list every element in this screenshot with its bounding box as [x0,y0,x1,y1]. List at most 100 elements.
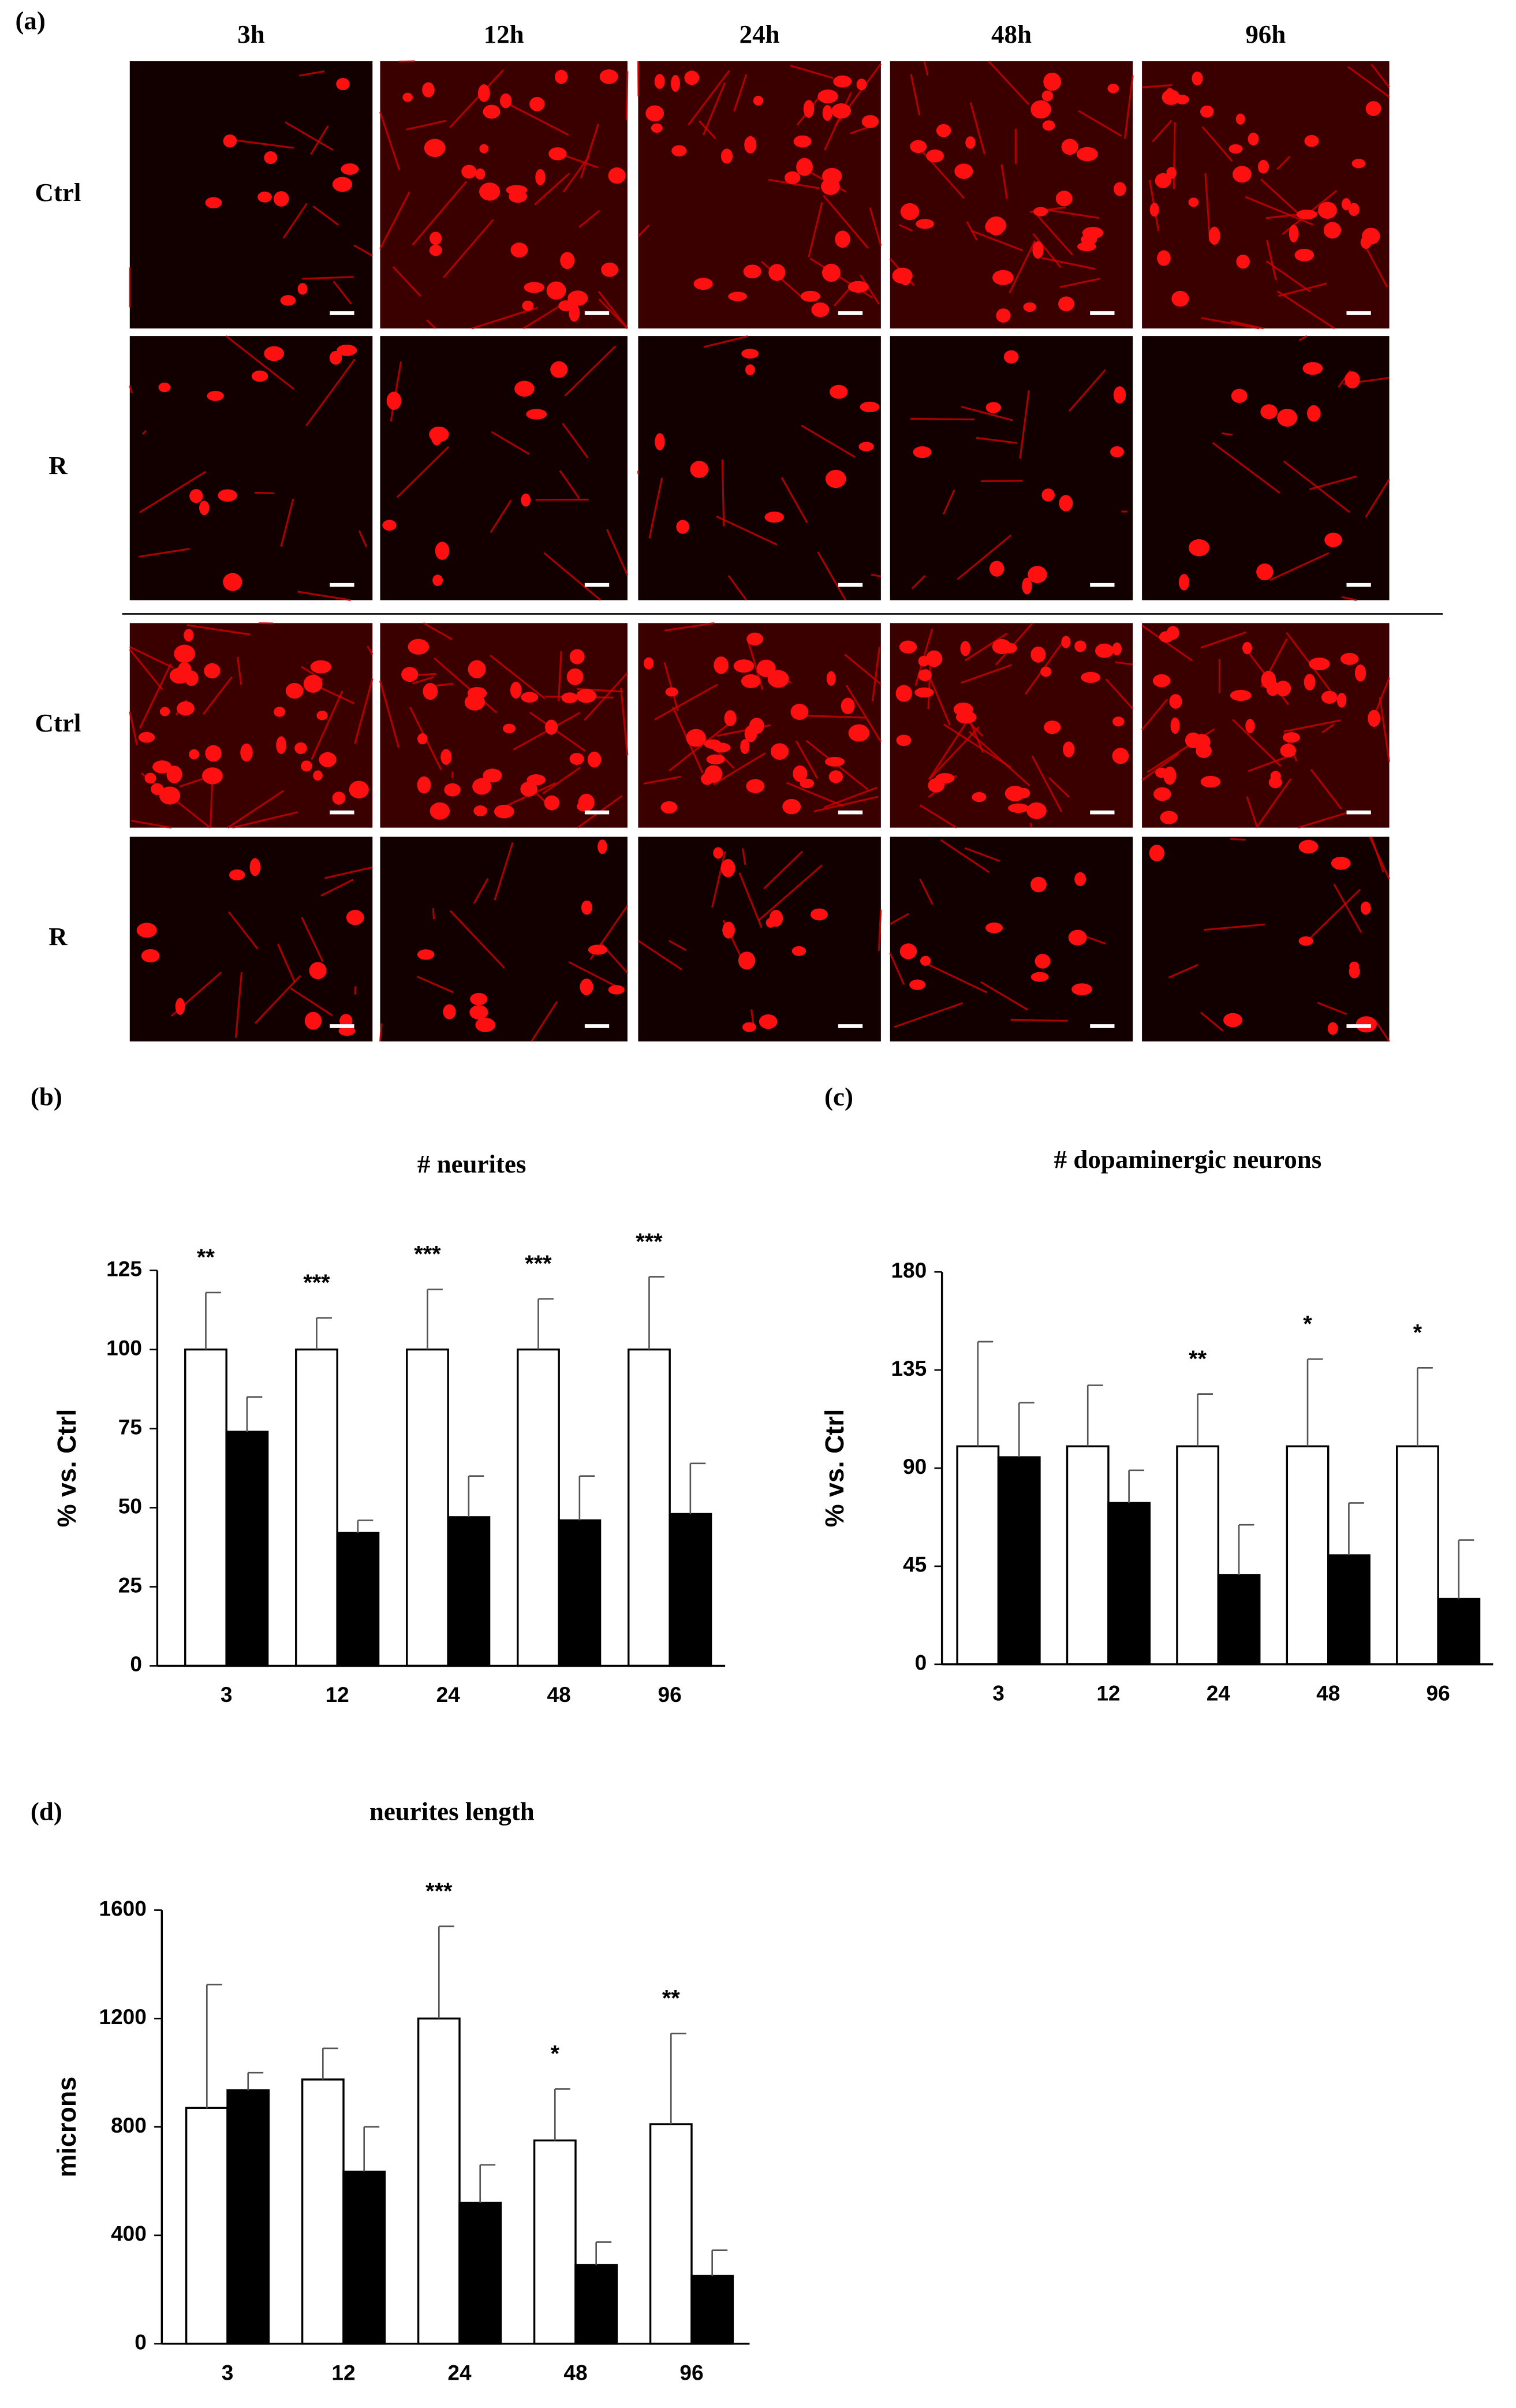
x-tick-label: 24 [1207,1681,1231,1705]
cell-body [1159,631,1174,643]
image-background [638,837,881,1041]
error-bar [711,2249,728,2276]
cell-body [992,270,1014,285]
neurite [1059,277,1100,288]
micrograph [637,61,882,328]
y-tick-label: 100 [106,1335,142,1360]
cell-body [960,641,971,656]
neurite [1283,719,1341,733]
neurite [1009,240,1036,293]
cell-body [1042,120,1055,131]
cell-body [521,493,531,507]
significance: *** [414,1242,441,1267]
cell-body [524,282,544,293]
error-bar [246,1396,263,1432]
y-axis-label: % vs. Ctrl [52,1409,81,1528]
cell-body [561,692,578,704]
cell-body [759,1014,778,1029]
bar [1107,1502,1151,1666]
cell-body [1112,642,1122,656]
cell-body [1061,139,1078,155]
neurite [494,842,514,901]
neurite [869,207,882,247]
cell-body [1223,1013,1243,1028]
cell-body [1256,563,1274,581]
neurite [559,470,580,499]
neurite [698,120,716,140]
error-bar [479,2164,496,2203]
micrograph [890,622,1134,828]
image-background [890,61,1133,328]
neurite [637,940,682,970]
neurite [390,361,402,422]
cell-body [175,998,185,1015]
cell-body [825,757,845,767]
cell-body [704,739,722,749]
neurite [1371,64,1390,88]
neurite [942,489,955,515]
cell-body [332,177,353,192]
cell-body [811,302,830,318]
cell-body [1200,775,1221,788]
neurite [299,70,325,77]
cell-body [654,74,665,89]
neurite [970,229,1023,252]
cell-body [479,144,489,154]
neurite [898,224,913,232]
cell-body [546,281,566,300]
cell-body [1345,371,1360,389]
cell-body [1362,227,1380,245]
neurite [940,839,990,873]
cell-body [316,711,328,720]
neurite [1265,260,1311,293]
y-tick-label: 1200 [99,2004,147,2029]
x-tick-label: 96 [1427,1681,1450,1705]
cell-body [555,69,568,84]
cell-body [274,707,286,717]
cell-body [158,382,171,393]
cell-body [408,639,430,655]
cell-body [494,804,514,819]
y-tick-label: 800 [111,2113,147,2137]
neurite [889,913,910,925]
row-label: R [48,922,68,951]
cell-body [469,1005,488,1020]
micrograph [1142,335,1390,602]
neurite [943,723,1012,769]
error-bar [1018,1402,1035,1458]
cell-body [548,147,567,160]
cell-body [830,384,848,399]
image-background [380,623,628,828]
cell-body [576,689,597,703]
neurite [258,622,273,625]
cell-body [764,512,785,523]
neurite [817,551,846,601]
neurite [333,281,352,305]
cell-body [741,674,761,688]
neurite [358,530,368,548]
cell-body [1149,203,1159,217]
cell-body [189,489,203,503]
cell-body [201,767,223,785]
cell-body [503,723,516,734]
neurite [976,436,1018,444]
cell-body [1327,1022,1338,1035]
bar [301,2078,345,2345]
cell-body [435,542,450,560]
cell-body [1032,241,1044,259]
neurite [781,477,808,524]
image-background [380,837,628,1041]
neurite [471,307,538,330]
column-header: 24h [740,20,780,48]
column-header: 96h [1245,20,1286,48]
cell-body [1112,716,1125,727]
cell-body [1071,983,1092,996]
cell-body [204,663,221,679]
neurite [806,715,865,719]
cell-body [520,781,537,797]
significance: * [551,2041,560,2067]
neurite [129,646,174,669]
error-bar [206,1984,222,2108]
cell-body [159,707,170,716]
